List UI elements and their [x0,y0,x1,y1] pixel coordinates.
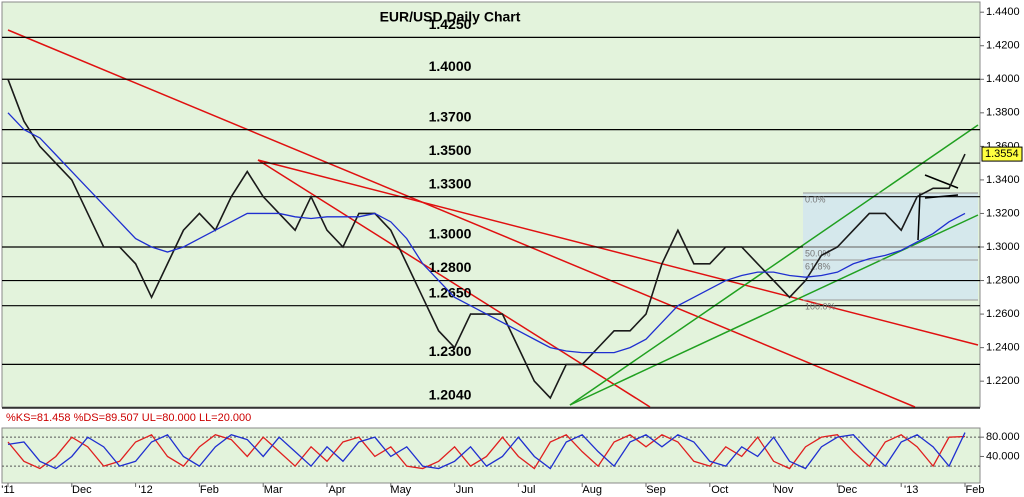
x-tick-label: Feb [966,484,985,496]
x-tick-label: Dec [72,484,92,496]
y-tick-label: 80.000 [986,431,1020,443]
x-tick-label: '12 [138,484,152,496]
y-tick-label: 1.3800 [986,107,1020,119]
last-price-label: 1.3554 [985,148,1019,160]
y-tick-label: 1.2200 [986,375,1020,387]
level-label: 1.4000 [429,58,472,74]
trendline [257,159,979,346]
level-label: 1.3700 [429,108,472,124]
x-tick-label: Aug [582,484,602,496]
trendlines [7,29,979,408]
level-label: 1.2300 [429,343,472,359]
y-tick-label: 1.4200 [986,40,1020,52]
series-line [7,433,966,470]
fib-label: 100.0% [805,301,836,311]
x-tick-label: '11 [1,484,15,496]
pennant [917,192,921,241]
y-tick-label: 1.3400 [986,174,1020,186]
x-tick-label: '13 [904,484,918,496]
fib-label: 50.0% [805,248,831,258]
y-tick-label: 1.3200 [986,207,1020,219]
fib-label: 61.8% [805,261,831,271]
oscillator-header: %KS=81.458 %DS=89.507 UL=80.000 LL=20.00… [6,412,251,424]
last-price-box [981,146,1023,162]
level-label: 1.2040 [429,387,472,403]
series-line [7,432,966,470]
y-tick-label: 40.000 [986,450,1020,462]
level-label: 1.4250 [429,16,472,32]
x-tick-label: Apr [328,484,345,496]
trendline [569,124,979,406]
y-tick-label: 1.2600 [986,308,1020,320]
level-label: 1.3000 [429,226,472,242]
y-tick-label: 1.2800 [986,274,1020,286]
x-tick-label: Nov [774,484,794,496]
x-tick-label: Jul [521,484,535,496]
level-label: 1.3300 [429,175,472,191]
level-label: 1.2800 [429,259,472,275]
series-line [7,112,966,354]
x-tick-label: Jun [456,484,474,496]
level-label: 1.3500 [429,142,472,158]
x-tick-label: May [390,484,411,496]
y-tick-label: 1.4400 [986,6,1020,18]
y-tick-label: 1.2400 [986,342,1020,354]
x-tick-label: Mar [264,484,283,496]
x-tick-label: Sep [646,484,666,496]
x-tick-label: Feb [200,484,219,496]
fib-label: 0.0% [805,194,826,204]
pennant [924,174,959,189]
y-tick-label: 1.4000 [986,73,1020,85]
x-tick-label: Dec [838,484,858,496]
y-tick-label: 1.3000 [986,241,1020,253]
trendline [7,29,916,408]
trendline [257,159,651,408]
x-tick-label: Oct [711,484,728,496]
chart-title: EUR/USD Daily Chart [380,9,521,25]
